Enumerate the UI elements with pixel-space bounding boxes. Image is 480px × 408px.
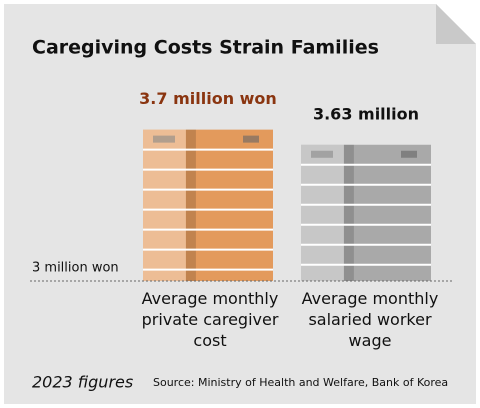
footnote: 2023 figures <box>32 373 133 392</box>
bundle-shade <box>143 129 186 281</box>
bar <box>143 129 273 281</box>
source: Source: Ministry of Health and Welfare, … <box>153 376 448 389</box>
bundle-tag <box>401 150 417 158</box>
bars <box>143 129 431 281</box>
bundle-tag <box>243 135 259 143</box>
x-tick-label: Average monthly private caregiver cost <box>141 289 279 350</box>
value-label: 3.63 million <box>313 104 419 123</box>
chart-title: Caregiving Costs Strain Families <box>32 37 379 59</box>
bar <box>301 144 431 281</box>
fold <box>436 4 476 44</box>
value-label: 3.7 million won <box>139 89 277 108</box>
reference-label: 3 million won <box>32 261 119 276</box>
bundle-band <box>185 129 196 281</box>
bundle-tag <box>153 135 175 143</box>
x-tick-label: Average monthly salaried worker wage <box>301 289 439 350</box>
bundle-band <box>343 144 354 281</box>
bundle-tag <box>311 150 333 158</box>
bundle-shade <box>301 144 344 281</box>
